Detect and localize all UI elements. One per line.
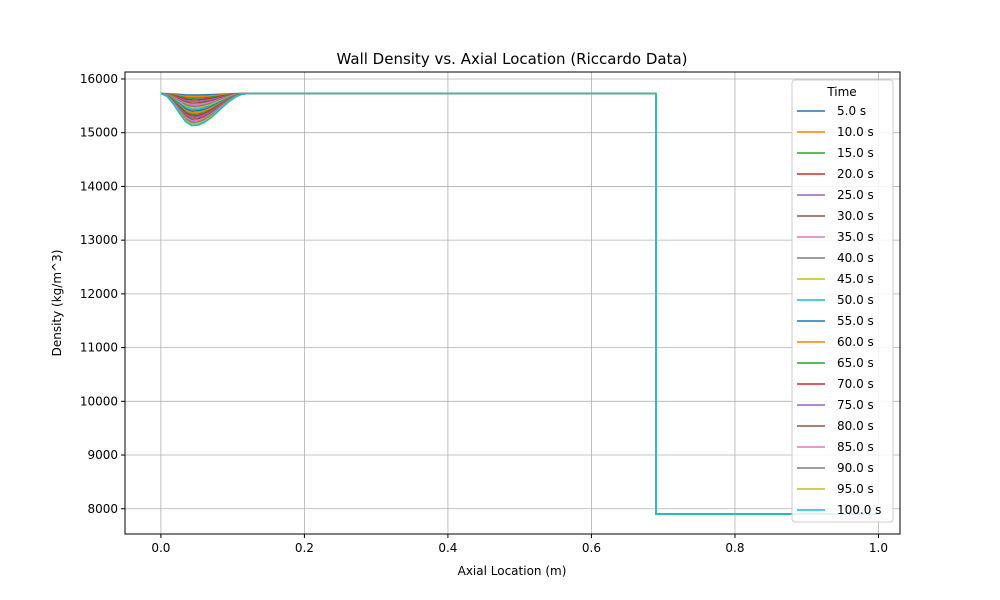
plot-frame (124, 71, 901, 535)
legend-items: 5.0 s 10.0 s 15.0 s 20.0 s 25.0 s 30.0 s 35.0 … (797, 104, 881, 517)
y-tick-label: 16000 (80, 72, 118, 86)
legend-label: 5.0 s (837, 104, 866, 118)
legend-label: 20.0 s (837, 167, 874, 181)
x-axis-ticks: 0.0 0.2 0.4 0.6 0.8 1.0 (151, 534, 888, 555)
legend: Time 5.0 s 10.0 s 15.0 s 20.0 s 25.0 s 30.0 s… (791, 79, 894, 523)
x-tick-label: 0.4 (438, 541, 457, 555)
legend-label: 50.0 s (837, 293, 874, 307)
chart-title: Wall Density vs. Axial Location (Riccard… (337, 50, 688, 68)
legend-label: 45.0 s (837, 272, 874, 286)
grid (125, 72, 900, 534)
legend-label: 40.0 s (837, 251, 874, 265)
y-tick-label: 9000 (87, 448, 118, 462)
legend-label: 55.0 s (837, 314, 874, 328)
legend-label: 75.0 s (837, 398, 874, 412)
legend-label: 65.0 s (837, 356, 874, 370)
y-tick-label: 10000 (80, 394, 118, 408)
y-tick-label: 11000 (80, 341, 118, 355)
legend-label: 100.0 s (837, 503, 881, 517)
x-axis-label: Axial Location (m) (458, 564, 567, 578)
y-tick-label: 13000 (80, 233, 118, 247)
legend-label: 10.0 s (837, 125, 874, 139)
x-tick-label: 1.0 (869, 541, 888, 555)
legend-label: 95.0 s (837, 482, 874, 496)
legend-label: 35.0 s (837, 230, 874, 244)
y-tick-label: 8000 (87, 502, 118, 516)
legend-label: 60.0 s (837, 335, 874, 349)
legend-label: 90.0 s (837, 461, 874, 475)
y-tick-label: 12000 (80, 287, 118, 301)
y-tick-label: 15000 (80, 126, 118, 140)
legend-label: 80.0 s (837, 419, 874, 433)
x-tick-label: 0.8 (725, 541, 744, 555)
x-tick-label: 0.2 (295, 541, 314, 555)
series-lines (160, 92, 879, 515)
y-axis-label: Density (kg/m^3) (50, 250, 64, 357)
y-tick-label: 14000 (80, 179, 118, 193)
legend-label: 85.0 s (837, 440, 874, 454)
legend-title: Time (826, 85, 856, 99)
legend-label: 30.0 s (837, 209, 874, 223)
legend-label: 25.0 s (837, 188, 874, 202)
x-tick-label: 0.6 (582, 541, 601, 555)
legend-label: 15.0 s (837, 146, 874, 160)
legend-box (791, 79, 894, 523)
series-line (160, 92, 879, 515)
legend-label: 70.0 s (837, 377, 874, 391)
x-tick-label: 0.0 (151, 541, 170, 555)
y-axis-ticks: 8000 9000 10000 11000 12000 13000 14000 15000 16… (80, 72, 125, 516)
